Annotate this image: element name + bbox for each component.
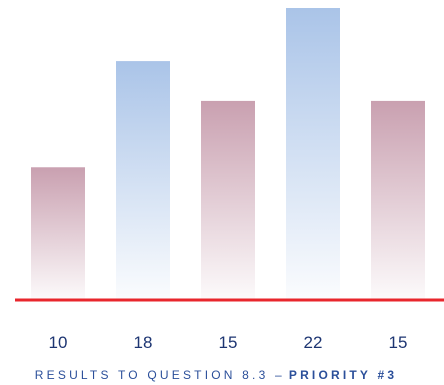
value-label: 15 bbox=[389, 333, 408, 352]
chart-title: RESULTS TO QUESTION 8.3 – PRIORITY #3 bbox=[35, 368, 397, 382]
bar bbox=[201, 100, 255, 300]
value-label: 10 bbox=[49, 333, 68, 352]
title-emphasis: PRIORITY #3 bbox=[289, 368, 397, 382]
value-label: 18 bbox=[134, 333, 153, 352]
bars bbox=[31, 8, 425, 300]
value-label: 22 bbox=[304, 333, 323, 352]
title-text: RESULTS TO QUESTION 8.3 – bbox=[35, 368, 285, 382]
bar bbox=[31, 167, 85, 300]
bar bbox=[286, 8, 340, 300]
value-labels: 10 18 15 22 15 bbox=[49, 333, 408, 352]
value-label: 15 bbox=[219, 333, 238, 352]
bar bbox=[116, 61, 170, 300]
bar bbox=[371, 100, 425, 300]
